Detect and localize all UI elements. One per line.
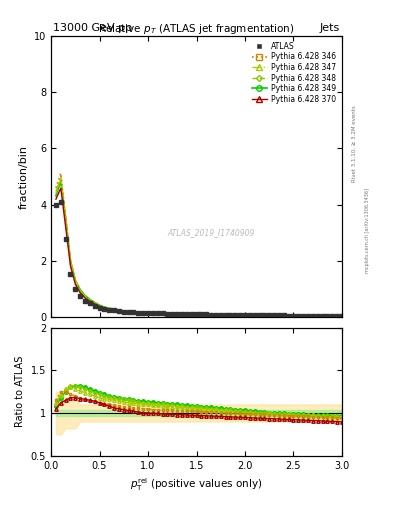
- X-axis label: $p_{\rm T}^{\rm rel}$ (positive values only): $p_{\rm T}^{\rm rel}$ (positive values o…: [130, 476, 263, 493]
- Title: Relative $p_{T}$ (ATLAS jet fragmentation): Relative $p_{T}$ (ATLAS jet fragmentatio…: [98, 22, 295, 36]
- Text: 13000 GeV pp: 13000 GeV pp: [53, 23, 132, 33]
- Text: mcplots.cern.ch [arXiv:1306.3436]: mcplots.cern.ch [arXiv:1306.3436]: [365, 188, 371, 273]
- Text: ATLAS_2019_I1740909: ATLAS_2019_I1740909: [167, 228, 255, 238]
- Y-axis label: fraction/bin: fraction/bin: [18, 144, 28, 209]
- Legend: ATLAS, Pythia 6.428 346, Pythia 6.428 347, Pythia 6.428 348, Pythia 6.428 349, P: ATLAS, Pythia 6.428 346, Pythia 6.428 34…: [249, 39, 338, 106]
- Y-axis label: Ratio to ATLAS: Ratio to ATLAS: [15, 356, 25, 428]
- Text: Rivet 3.1.10, ≥ 3.2M events: Rivet 3.1.10, ≥ 3.2M events: [352, 105, 357, 182]
- Text: Jets: Jets: [320, 23, 340, 33]
